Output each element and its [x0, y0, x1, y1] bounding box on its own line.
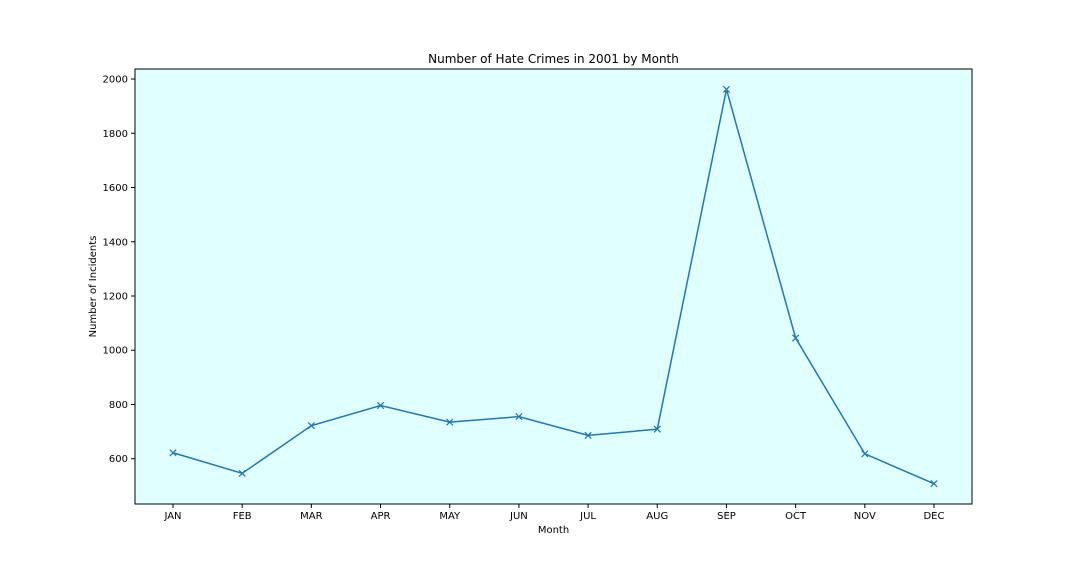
data-point	[653, 425, 661, 433]
data-point	[515, 413, 523, 421]
x-tick-label: DEC	[923, 511, 944, 522]
x-tick-label: OCT	[785, 511, 807, 522]
chart-title: Number of Hate Crimes in 2001 by Month	[428, 52, 679, 66]
x-tick-label: JAN	[163, 511, 181, 522]
x-tick-label: MAY	[439, 511, 461, 522]
x-tick-label: FEB	[233, 511, 252, 522]
x-tick-label: NOV	[854, 511, 876, 522]
y-tick-label: 600	[109, 454, 128, 465]
y-tick-label: 2000	[103, 75, 128, 86]
data-point	[238, 469, 246, 477]
data-point	[930, 480, 938, 488]
data-point	[169, 449, 177, 457]
x-tick-label: JUL	[579, 511, 596, 522]
y-tick-label: 1200	[103, 291, 128, 302]
series-line	[172, 89, 935, 485]
y-tick-label: 1800	[103, 129, 128, 140]
data-point	[861, 450, 869, 458]
series-layer	[169, 85, 938, 488]
x-tick-label: MAR	[300, 511, 322, 522]
data-point	[446, 418, 454, 426]
data-point	[792, 334, 800, 342]
y-axis-title: Number of Incidents	[88, 236, 99, 338]
x-tick-label: JUN	[509, 511, 528, 522]
x-tick-label: AUG	[646, 511, 668, 522]
data-point	[376, 401, 385, 410]
y-axis: 600 800 1000 1200 1400 1600 1800 2000	[103, 75, 135, 465]
x-tick-label: SEP	[717, 511, 736, 522]
y-tick-label: 1600	[103, 183, 128, 194]
data-point	[307, 421, 315, 430]
data-point	[584, 431, 592, 440]
y-tick-label: 800	[109, 400, 128, 411]
x-tick-label: APR	[371, 511, 391, 522]
plot-area	[134, 68, 973, 505]
x-axis-title: Month	[538, 525, 569, 536]
x-axis: JAN FEB MAR APR MAY JUN JUL AUG SEP OCT NOV DEC	[163, 504, 945, 522]
y-tick-label: 1400	[103, 237, 128, 248]
data-point	[722, 85, 731, 93]
y-tick-label: 1000	[103, 346, 128, 357]
